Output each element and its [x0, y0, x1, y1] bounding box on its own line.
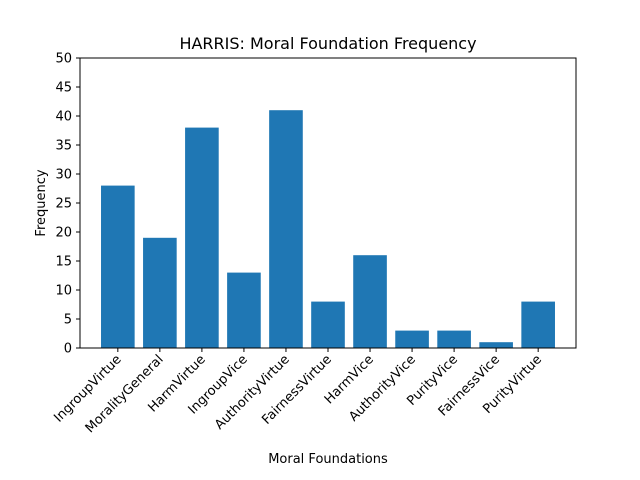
y-tick-label: 50 [55, 52, 72, 67]
plot-frame [79, 57, 577, 349]
bar-HarmVirtue [185, 127, 219, 348]
y-tick-label: 15 [55, 255, 72, 270]
bar-IngroupVirtue [101, 185, 135, 348]
bar-FairnessVice [479, 342, 513, 348]
bar-PurityVice [437, 330, 471, 348]
bar-AuthorityVirtue [269, 110, 303, 348]
x-tick-label-MoralityGeneral: MoralityGeneral [83, 352, 167, 436]
y-tick-label: 30 [55, 168, 72, 183]
bar-AuthorityVice [395, 330, 429, 348]
y-tick-label: 25 [55, 197, 72, 212]
y-tick-label: 45 [55, 81, 72, 96]
y-tick-label: 35 [55, 139, 72, 154]
x-axis-label: Moral Foundations [268, 452, 388, 467]
bar-IngroupVice [227, 272, 261, 348]
chart-title: HARRIS: Moral Foundation Frequency [179, 34, 476, 53]
y-tick-label: 5 [64, 313, 72, 328]
y-tick-label: 20 [55, 226, 72, 241]
bar-PurityVirtue [521, 301, 555, 348]
y-tick-label: 0 [64, 342, 72, 357]
bar-MoralityGeneral [143, 237, 177, 348]
y-tick-label: 40 [55, 110, 72, 125]
x-axis: IngroupVirtueMoralityGeneralHarmVirtueIn… [51, 348, 545, 436]
bars-group [101, 110, 555, 348]
x-tick-label-AuthorityVirtue: AuthorityVirtue [212, 352, 293, 433]
bar-FairnessVirtue [311, 301, 345, 348]
y-tick-label: 10 [55, 284, 72, 299]
y-axis: 0 5 10 15 20 25 30 35 40 45 50 [55, 52, 80, 357]
y-axis-label: Frequency [34, 169, 49, 236]
bar-HarmVice [353, 255, 387, 348]
